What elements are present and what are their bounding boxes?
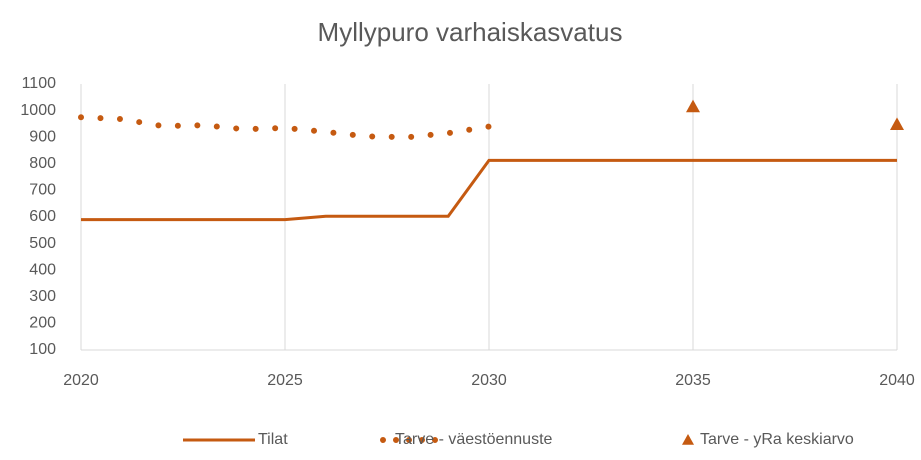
x-tick-label: 2035 [675,372,711,389]
y-tick-label: 600 [29,208,56,225]
x-tick-label: 2025 [267,372,303,389]
x-tick-label: 2040 [879,372,915,389]
x-tick-label: 2030 [471,372,507,389]
y-tick-label: 300 [29,288,56,305]
y-tick-label: 500 [29,235,56,252]
x-tick-label: 2020 [63,372,99,389]
chart-title: Myllypuro varhaiskasvatus [318,17,623,47]
series-line [81,158,897,222]
y-tick-label: 400 [29,261,56,278]
legend-label: Tarve - yRa keskiarvo [700,431,854,448]
legend-label: Tarve - väestöennuste [395,431,553,448]
y-tick-label: 900 [29,128,56,145]
marker [890,117,904,131]
y-tick-label: 800 [29,155,56,172]
y-tick-label: 100 [29,341,56,358]
marker [686,99,700,113]
y-tick-label: 1100 [22,75,57,92]
y-tick-label: 700 [29,182,56,199]
legend-symbol [682,434,694,445]
y-tick-label: 200 [29,315,56,332]
legend-label: Tilat [258,431,288,448]
y-tick-label: 1000 [20,102,56,119]
